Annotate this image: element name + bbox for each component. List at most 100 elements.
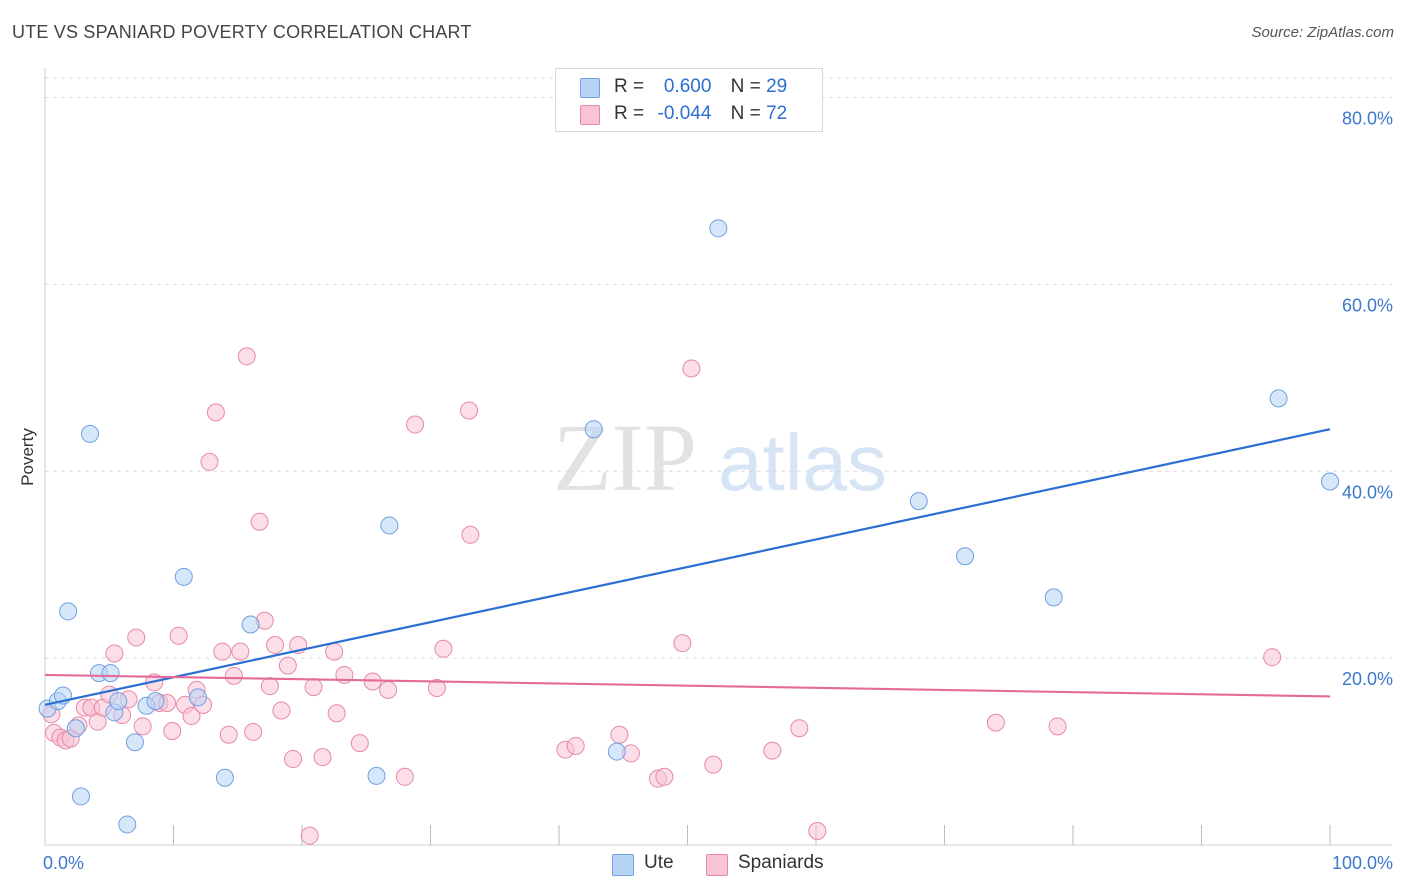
spaniards-point: [237, 347, 256, 366]
spaniards-point: [278, 656, 297, 675]
spaniards-point: [272, 701, 291, 720]
trend-lines: [44, 428, 1331, 706]
spaniards-point: [266, 636, 285, 655]
spaniards-n-label: N =: [730, 103, 761, 124]
bottom-ute-label: Ute: [644, 852, 674, 873]
spaniards-point: [163, 722, 182, 741]
spaniards-point: [406, 415, 425, 434]
ute-point: [215, 768, 234, 787]
bottom-spaniards-label: Spaniards: [738, 852, 824, 873]
spaniards-point: [313, 748, 332, 767]
ute-n-value: 29: [766, 76, 788, 97]
spaniards-point: [610, 725, 629, 744]
ute-n-label: N =: [730, 76, 761, 97]
x-tick-label-100: 100.0%: [1332, 853, 1393, 873]
source-label: Source: ZipAtlas.com: [1251, 24, 1394, 41]
spaniards-point: [566, 736, 585, 755]
spaniards-point: [105, 644, 124, 663]
ute-point: [909, 492, 928, 511]
spaniards-point: [808, 821, 827, 840]
spaniards-swatch: [580, 105, 600, 125]
ute-point: [607, 742, 626, 761]
spaniards-point: [224, 666, 243, 685]
spaniards-point: [1048, 717, 1067, 736]
ute-point: [188, 688, 207, 707]
ute-point: [146, 692, 165, 711]
spaniards-point: [169, 626, 188, 645]
ute-point: [101, 664, 120, 683]
spaniards-point: [325, 642, 344, 661]
bottom-spaniards-swatch: [706, 854, 728, 876]
spaniards-point: [427, 679, 446, 698]
spaniards-point: [986, 713, 1005, 732]
ute-point: [174, 567, 193, 586]
ute-point: [367, 766, 386, 785]
spaniards-points: [42, 347, 1282, 845]
spaniards-point: [219, 725, 238, 744]
ute-point: [118, 815, 137, 834]
spaniards-point: [304, 678, 323, 697]
spaniards-r-label: R =: [614, 103, 645, 124]
spaniards-point: [790, 719, 809, 738]
spaniards-point: [260, 677, 279, 696]
ute-point: [125, 733, 144, 752]
y-tick-label-80: 80.0%: [1342, 109, 1393, 129]
ute-point: [66, 719, 85, 738]
watermark: ZIP atlas: [553, 404, 887, 511]
ute-point: [241, 615, 260, 634]
ute-points: [38, 219, 1339, 834]
spaniards-n-value: 72: [766, 103, 788, 124]
spaniards-point: [460, 401, 479, 420]
chart-title: UTE VS SPANIARD POVERTY CORRELATION CHAR…: [12, 22, 472, 42]
grid-layer: [45, 77, 1392, 659]
ute-r-label: R =: [614, 76, 645, 97]
spaniards-point: [127, 628, 146, 647]
ute-point: [1321, 472, 1339, 491]
spaniards-point: [1263, 648, 1282, 667]
spaniards-point: [327, 704, 346, 723]
y-axis-label: Poverty: [18, 428, 37, 486]
watermark-atlas: atlas: [718, 418, 887, 507]
spaniards-point: [673, 634, 692, 653]
spaniards-point: [206, 403, 225, 422]
spaniards-point: [350, 734, 369, 753]
spaniards-point: [461, 525, 480, 544]
spaniards-point: [704, 755, 723, 774]
ute-r-value: 0.600: [663, 76, 712, 97]
spaniards-point: [395, 767, 414, 786]
spaniards-point: [379, 680, 398, 699]
spaniards-r-value: -0.044: [657, 103, 712, 124]
spaniards-point: [244, 722, 263, 741]
ute-point: [956, 547, 975, 566]
tick-labels: 20.0% 40.0% 60.0% 80.0% 0.0% 100.0%: [43, 109, 1393, 874]
ute-point: [380, 516, 399, 535]
ute-point: [1269, 389, 1288, 408]
ute-point: [584, 420, 603, 439]
spaniards-point: [284, 750, 303, 769]
ute-point: [80, 424, 99, 443]
spaniards-point: [434, 639, 453, 658]
y-tick-label-60: 60.0%: [1342, 295, 1393, 315]
y-tick-label-20: 20.0%: [1342, 669, 1393, 689]
x-tick-label-0: 0.0%: [43, 853, 84, 873]
spaniards-point: [231, 642, 250, 661]
spaniards-point: [250, 512, 269, 531]
ute-swatch: [580, 78, 600, 98]
ute-trend-line: [44, 428, 1331, 706]
ute-point: [709, 219, 728, 238]
spaniards-point: [655, 767, 674, 786]
spaniards-point: [182, 707, 201, 726]
ute-point: [71, 787, 90, 806]
ute-point: [59, 602, 78, 621]
ute-point: [109, 692, 128, 711]
spaniards-trend-line: [44, 673, 1331, 698]
spaniards-point: [133, 717, 152, 736]
watermark-zip: ZIP: [553, 404, 697, 511]
bottom-ute-swatch: [612, 854, 634, 876]
spaniards-point: [763, 741, 782, 760]
spaniards-point: [213, 642, 232, 661]
ute-point: [1044, 588, 1063, 607]
spaniards-point: [300, 826, 319, 845]
correlation-legend: R = 0.600 N = 29 R = -0.044 N = 72: [555, 68, 823, 132]
